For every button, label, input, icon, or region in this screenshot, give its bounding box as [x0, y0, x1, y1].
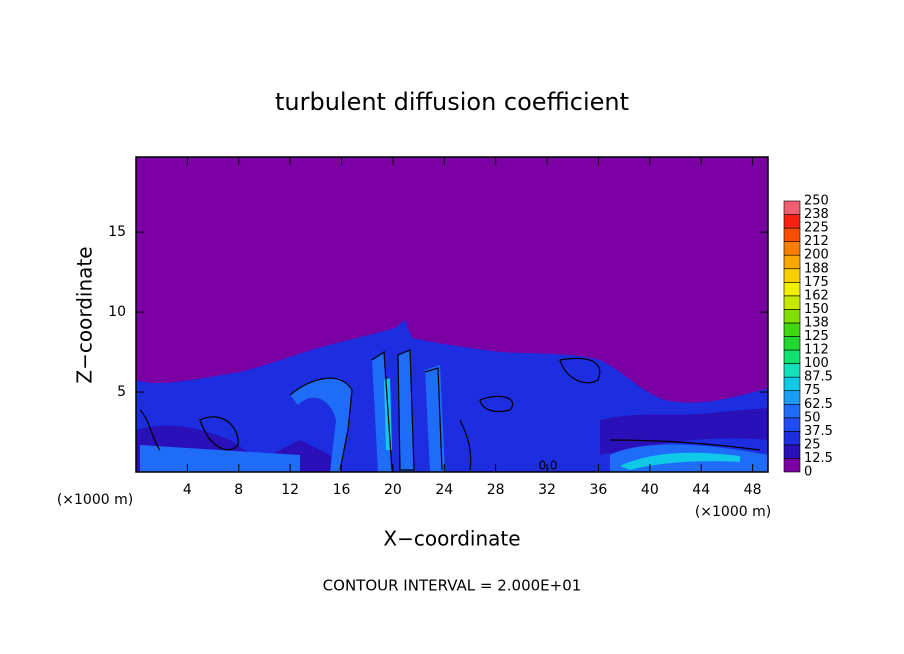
- colorbar-cell: [783, 295, 801, 310]
- contour-interval: CONTOUR INTERVAL = 2.000E+01: [323, 577, 582, 595]
- y-unit-label: (×1000 m): [57, 492, 133, 508]
- colorbar-label: 225: [804, 221, 829, 236]
- colorbar-cell: [783, 254, 801, 270]
- colorbar-label: 188: [804, 261, 829, 276]
- plot-frame: [135, 156, 769, 473]
- chart-title: turbulent diffusion coefficient: [275, 88, 629, 116]
- x-tick-label: 36: [590, 482, 608, 498]
- x-tick-label: 32: [538, 482, 556, 498]
- field: 0.0: [136, 157, 768, 473]
- x-tick-label: 28: [487, 482, 505, 498]
- y-tick-label: 10: [108, 304, 126, 320]
- colorbar-cell: [783, 336, 801, 351]
- colorbar-cell: [783, 227, 801, 242]
- colorbar-label: 100: [804, 356, 829, 371]
- colorbar-cell: [783, 268, 801, 283]
- x-unit-label: (×1000 m): [695, 504, 771, 520]
- colorbar-label: 75: [804, 383, 821, 398]
- x-tick-label: 44: [692, 482, 710, 498]
- colorbar-label: 138: [804, 315, 829, 330]
- colorbar-cell: [783, 309, 801, 324]
- colorbar-cell: [783, 444, 801, 459]
- x-tick-label: 12: [281, 482, 299, 498]
- colorbar-label: 37.5: [804, 424, 833, 439]
- y-tick-label: 15: [108, 224, 126, 240]
- colorbar-label: 87.5: [804, 370, 833, 385]
- colorbar-label: 62.5: [804, 397, 833, 412]
- colorbar-cell: [783, 363, 801, 378]
- x-tick-label: 48: [744, 482, 762, 498]
- colorbar-label: 0: [804, 465, 812, 480]
- colorbar-label: 175: [804, 275, 829, 290]
- colorbar-cell: [783, 322, 801, 337]
- colorbar-label: 238: [804, 207, 829, 222]
- field-peak: [384, 378, 740, 470]
- colorbar-cell: [783, 349, 801, 364]
- contour-lines: [139, 349, 761, 471]
- x-tick-label: 24: [435, 482, 453, 498]
- colorbar-label: 200: [804, 248, 829, 263]
- colorbar-label: 150: [804, 302, 829, 317]
- colorbar-cell: [783, 431, 801, 446]
- colorbar-label: 12.5: [804, 451, 833, 466]
- colorbar-label: 162: [804, 288, 829, 303]
- colorbar-label: 112: [804, 343, 829, 358]
- colorbar-cell: [783, 376, 801, 391]
- colorbar-cell: [783, 241, 801, 256]
- x-tick-label: 8: [234, 482, 243, 498]
- x-tick-label: 20: [384, 482, 402, 498]
- x-tick-label: 4: [183, 482, 192, 498]
- x-axis-label: X−coordinate: [383, 527, 520, 551]
- colorbar-cell: [783, 214, 801, 229]
- y-tick-label: 5: [117, 384, 126, 400]
- colorbar-cell: [783, 458, 801, 473]
- colorbar-label: 250: [804, 194, 829, 209]
- colorbar-label: 25: [804, 437, 821, 452]
- colorbar-cell: [783, 403, 801, 419]
- contour-label: 0.0: [538, 459, 557, 473]
- colorbar-cell: [783, 390, 801, 405]
- colorbar-cell: [783, 200, 801, 215]
- colorbar-label: 212: [804, 234, 829, 249]
- x-tick-label: 16: [333, 482, 351, 498]
- colorbar-cell: [783, 281, 801, 297]
- x-tick-label: 40: [641, 482, 659, 498]
- y-axis-label: Z−coordinate: [73, 246, 97, 383]
- colorbar-cell: [783, 417, 801, 432]
- colorbar-label: 50: [804, 410, 821, 425]
- colorbar-label: 125: [804, 329, 829, 344]
